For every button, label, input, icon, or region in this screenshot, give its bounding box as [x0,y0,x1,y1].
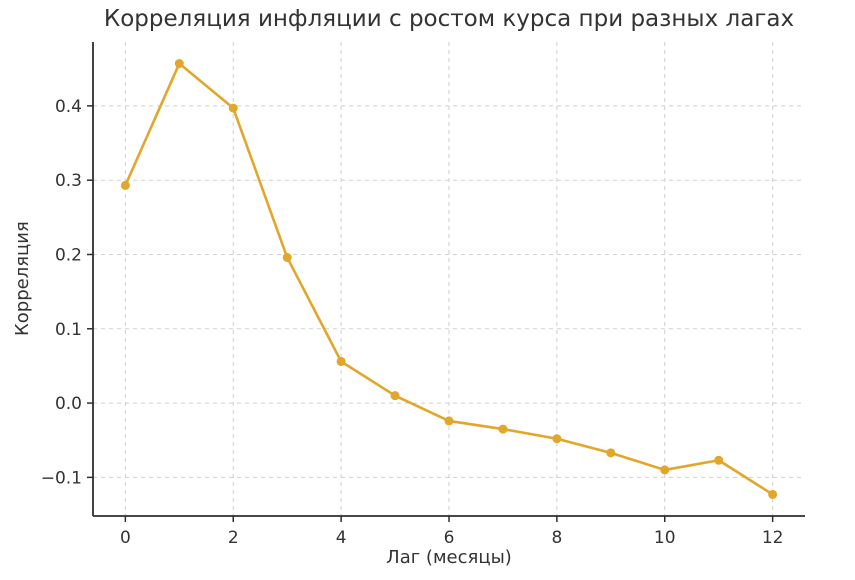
x-tick-label: 10 [654,528,676,548]
data-point-marker [498,424,508,434]
data-point-marker [714,455,724,465]
data-point-marker [282,252,292,262]
data-point-marker [660,465,670,475]
chart-title: Корреляция инфляции с ростом курса при р… [103,6,795,32]
x-tick-label: 4 [336,528,347,548]
x-tick-label: 12 [762,528,784,548]
y-tick-label: 0.4 [55,97,82,117]
data-point-marker [120,180,130,190]
y-axis-label: Корреляция [12,221,33,337]
data-point-marker [552,434,562,444]
y-tick-label: −0.1 [41,468,82,488]
y-tick-label: 0.2 [55,245,82,265]
data-point-marker [390,391,400,401]
y-tick-label: 0.3 [55,171,82,191]
data-point-marker [606,448,616,458]
data-point-marker [444,416,454,426]
x-tick-label: 6 [444,528,455,548]
data-point-marker [768,489,778,499]
y-tick-label: 0.1 [55,320,82,340]
x-tick-label: 8 [551,528,562,548]
x-tick-label: 2 [228,528,239,548]
data-point-marker [336,356,346,366]
y-tick-label: 0.0 [55,394,82,414]
data-point-marker [228,103,238,113]
data-point-marker [174,59,184,69]
x-axis-label: Лаг (месяцы) [386,547,512,568]
x-tick-label: 0 [120,528,131,548]
